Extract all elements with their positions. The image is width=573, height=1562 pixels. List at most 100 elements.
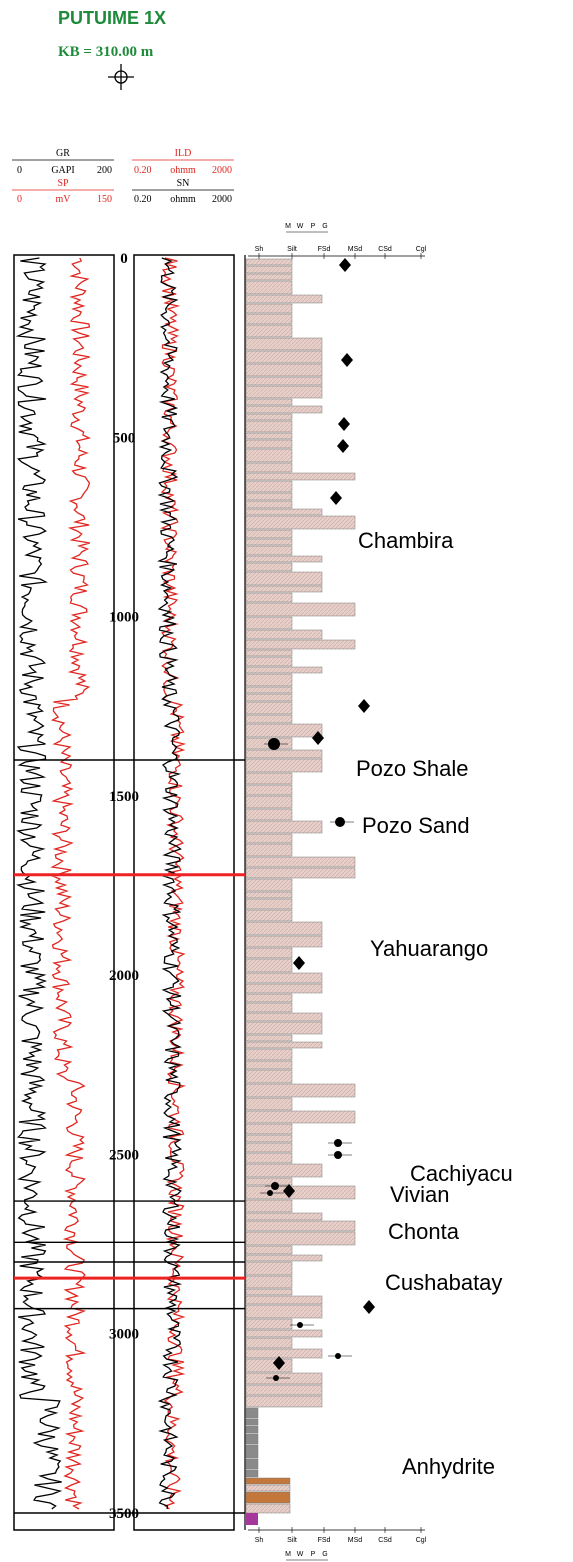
lithology-bed [245,350,323,364]
lithology-bed [245,398,293,406]
lithology-bed [245,639,356,650]
sorting-label-m: M [285,223,291,230]
anhydrite-bed [246,1513,258,1525]
lithology-bed [245,313,293,325]
lithology-bed [245,867,356,879]
lithology-bed [245,1212,323,1221]
lithology-bed [245,585,323,593]
lithology-bed [245,439,293,449]
lithology-bed [245,273,293,281]
kb-elevation: KB = 310.00 m [58,44,154,60]
lithology-bed [245,784,293,796]
grain-label-msd: MSd [348,246,363,253]
lithology-bed [245,1220,356,1232]
grain-label-msd: MSd [348,1537,363,1544]
well-name: PUTUIME 1X [58,8,167,28]
lithology-bed [245,1503,291,1514]
lithology-bed [245,420,293,433]
lithology-bed [245,492,293,501]
sorting-label-p: P [311,223,316,230]
lithology-bed [245,1425,259,1434]
lithology-bed [245,993,293,1003]
lithology-bed [245,448,293,463]
lithology-bed [245,878,293,892]
depth-label-0: 0 [120,251,128,267]
sn-header-min: 0.20 [134,194,152,205]
lithology-bed [245,571,323,586]
lithology-bed [245,1123,293,1135]
sorting-label-m: M [285,1551,291,1558]
lithology-bed [245,833,293,844]
sorting-label-w: W [297,223,304,230]
lithology-bed [245,686,293,694]
formation-label-chonta: Chonta [388,1219,460,1244]
lithology-bed [245,324,293,338]
lithology-bed [245,958,293,973]
depth-label-3000: 3000 [109,1327,139,1343]
lithology-bed [245,1469,259,1478]
lithology-bed [245,1034,293,1042]
lithology-bed [245,1318,293,1330]
lithology-bed [245,898,293,910]
lithology-bed [245,947,293,959]
lithology-bed [245,1012,323,1022]
lithology-bed [245,1348,323,1359]
lithology-bed [245,921,323,936]
depth-labels: 0 500 1000 1500 2000 2500 3000 3500 [109,251,139,1522]
diamond-marker-icon [341,353,353,367]
diamond-marker-icon [338,417,350,431]
ild-header-name: ILD [175,148,192,159]
sp-header-unit: mV [56,194,72,205]
track-gr-sp [13,254,115,1531]
lithology-bed [245,1458,259,1470]
grain-label-fsd: FSd [318,1537,331,1544]
lithology-bed [245,616,293,630]
lithology-bed [245,1097,293,1111]
depth-label-2000: 2000 [109,968,139,984]
lithology-bed [245,529,293,539]
track1-curves [15,257,92,1510]
lithology-bed [245,376,323,386]
formation-label-yahuarango: Yahuarango [370,936,488,961]
lithology-bed [245,462,293,473]
lithology-bed [245,1021,323,1035]
depth-label-1500: 1500 [109,789,139,805]
lithology-bed [245,972,323,984]
ild-header-unit: ohmm [170,165,196,176]
lithology-bed [245,1477,291,1485]
track-ild-sn [133,254,235,1531]
lithology-bed [245,1372,323,1385]
diamond-marker-icon [312,731,324,745]
lithology-bed [245,693,293,702]
lithology-bed [245,1384,323,1396]
grain-label-sh: Sh [255,246,264,253]
lithology-bed [245,701,293,715]
lithology-bed [245,1110,356,1124]
formation-boundaries [14,759,245,1514]
lithology-bed [245,649,293,657]
lithology-bed [245,673,293,687]
lithology-bed [245,480,293,493]
lithology-bed [245,294,323,304]
lithology-bed [245,1163,323,1178]
lithology-bed [245,758,323,773]
sorting-label-g: G [322,223,327,230]
lithology-bed [245,723,323,738]
formation-label-pozo-sand: Pozo Sand [362,813,470,838]
lithology-bed [245,983,323,994]
lithology-bed [245,891,293,899]
lithology-bed [245,1199,293,1213]
gr-header-name: GR [56,148,70,159]
grain-label-csd: CSd [378,1537,392,1544]
grain-size-scale-bottom: Sh Silt FSd MSd CSd Cgl M W P G [248,1527,427,1561]
lithology-bed [245,1395,323,1408]
lithology-bed [245,856,356,868]
lithology-bed [245,265,293,274]
sorting-label-p: P [311,1551,316,1558]
lithology-bed [245,1433,259,1445]
formation-label-pozo-shale: Pozo Shale [356,756,469,781]
diamond-marker-icon [273,1356,285,1370]
sn-header-max: 2000 [212,194,232,205]
lithology-bed [245,545,293,556]
